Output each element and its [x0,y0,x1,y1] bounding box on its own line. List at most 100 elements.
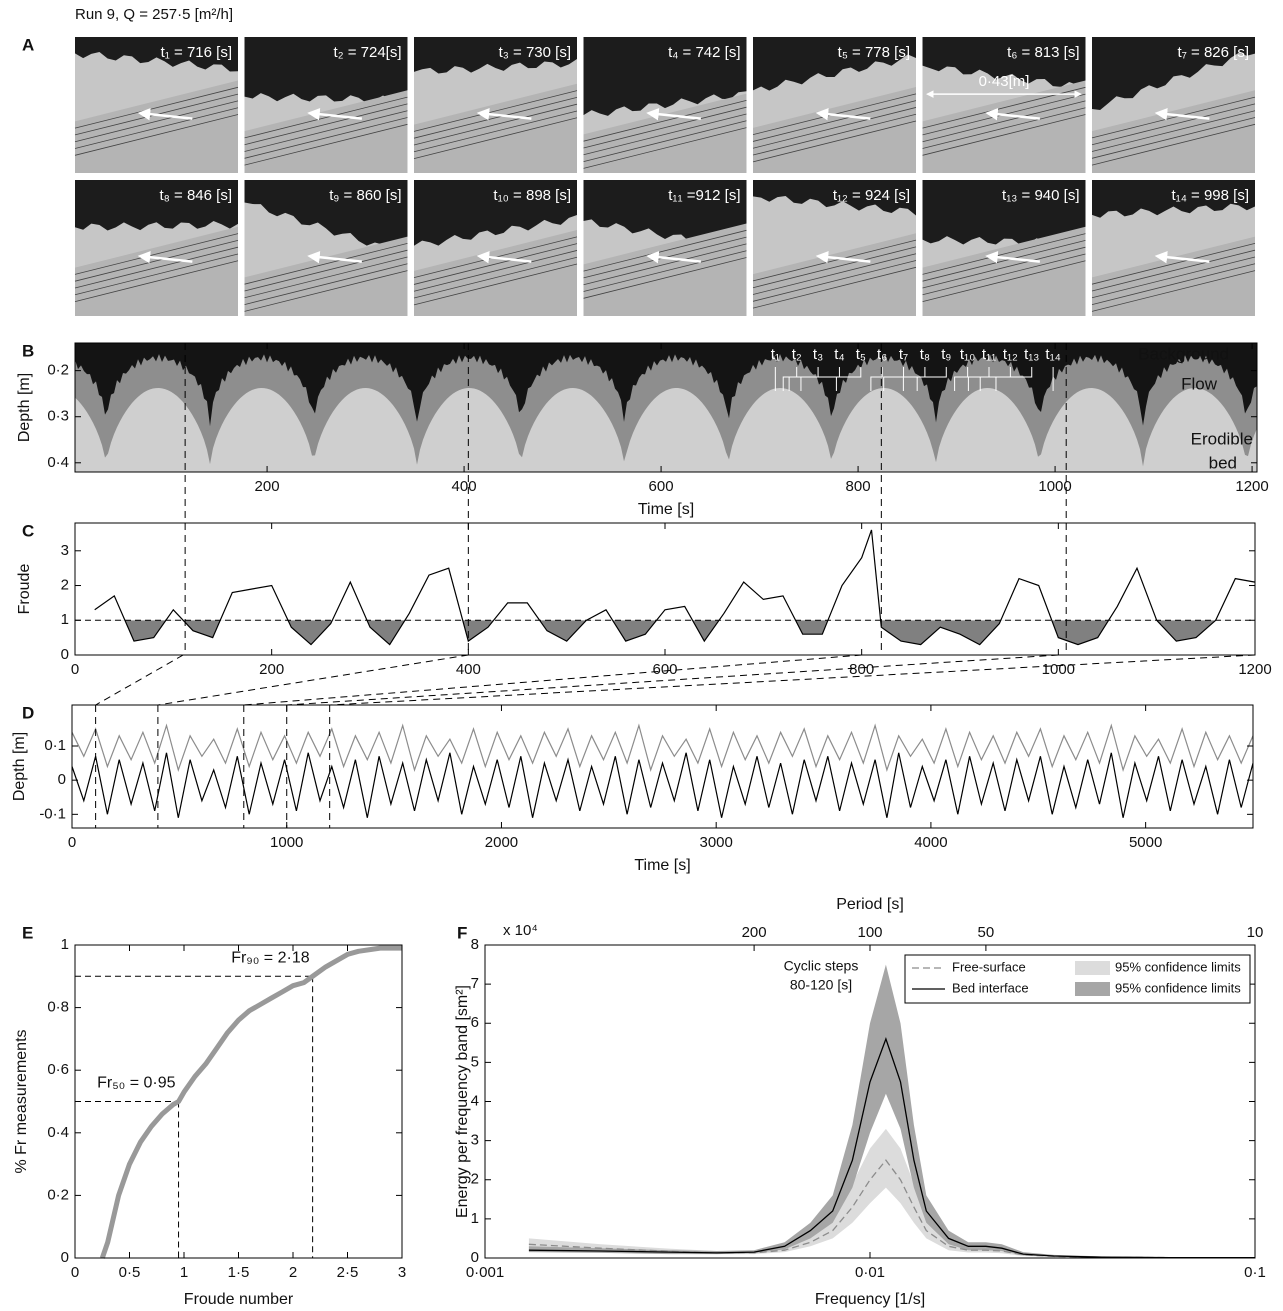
bed-lamina [413,110,578,153]
zoom-connector [286,654,1059,706]
time-marker-label: t₁₄ [1045,346,1060,363]
photo-frame: t₄ = 742 [s] [583,37,747,173]
time-marker [954,367,969,391]
frame-label: t₁₂ = 924 [s] [833,187,910,204]
y-tick-label: 8 [471,936,479,953]
depth-line [71,723,1254,772]
y-axis-label: Froude [16,564,33,615]
photo-frame: t₁₀ = 898 [s] [413,180,578,316]
x-axis-label: Time [s] [634,857,690,874]
bed-lamina [74,246,239,289]
region-label: Flow [1181,374,1218,393]
bed-region [244,90,408,173]
bed-lamina [922,233,1086,275]
frame-label: t₂ = 724[s] [334,44,402,61]
subcritical-fill [124,620,1216,645]
bed-lamina [1091,249,1256,292]
time-marker [902,367,926,391]
bed-lamina [74,107,239,149]
x-tick-label: 400 [452,478,477,495]
figure-title: Run 9, Q = 257·5 [m²/h] [75,6,233,23]
flow-arrow [646,250,701,264]
bed-lamina [583,243,747,286]
bed-lamina [1091,103,1256,146]
frame-label: t₁₁ =912 [s] [668,187,740,204]
y-tick-label: 0·6 [47,1061,69,1078]
time-marker [835,367,862,391]
bed-lamina [752,246,917,289]
x-tick-label: 0 [71,1264,79,1281]
bed-lamina [413,103,578,146]
photo-frame: t₁₃ = 940 [s] [922,180,1086,316]
frame-label: t₈ = 846 [s] [159,187,232,204]
flow-arrow [1154,250,1210,264]
bed-lamina [413,96,578,139]
time-marker [967,367,990,391]
bed-lamina [922,114,1086,156]
peak-annotation: Cyclic steps [784,958,859,974]
bed-region [75,388,1257,472]
bed-lamina [922,246,1086,289]
bed-lamina [413,250,578,292]
confidence-band [528,1128,1255,1258]
bed-lamina [244,242,408,285]
photo-frame: t₁ = 716 [s] [74,37,239,174]
y-axis-label: % Fr measurements [13,1029,30,1173]
time-marker [916,367,947,391]
bed-lamina [1091,242,1256,285]
frame-label: t₁ = 716 [s] [161,44,232,61]
x-tick-label: 1000 [270,834,303,851]
scale-label: 0·43[m] [979,73,1030,90]
bed-lamina [244,110,408,152]
x-tick-label: 3000 [699,834,732,851]
x-tick-label: 1200 [1235,478,1268,495]
bed-lamina [74,114,239,156]
legend-label: Bed interface [952,980,1029,995]
bed-region [414,83,577,173]
bed-lamina [244,263,408,305]
y-tick-label: 0 [61,1249,69,1266]
bed-lamina [752,239,917,282]
flow-arrow [137,107,193,121]
time-marker-label: t₁₃ [1024,346,1039,363]
time-marker-label: t₁ [771,346,780,363]
y-tick-label: 0 [58,771,66,788]
bed-lamina [413,117,578,159]
y-axis-label: Energy per frequency band [sm²] [454,985,471,1218]
bed-region [922,80,1086,173]
time-marker [870,367,883,391]
bed-region [75,80,238,173]
bed-region [1092,90,1255,173]
x2-tick-label: 100 [857,924,882,941]
flow-arrow [307,107,362,121]
time-marker-label: t₉ [941,346,951,363]
bed-lamina [1091,263,1256,305]
y-tick-label: 2 [471,1171,479,1188]
time-marker-label: t₅ [856,346,866,363]
bed-lamina [244,249,408,292]
x-tick-label: 5000 [1129,834,1162,851]
frame-label: t₃ = 730 [s] [499,44,571,61]
x-tick-label: 0 [71,661,79,678]
frame-label: t₁₃ = 940 [s] [1002,187,1079,204]
bed-lamina [74,253,239,296]
y-tick-label: 0 [471,1249,479,1266]
y-tick-label: 1 [61,611,69,628]
flow-arrow [985,250,1040,264]
bed-lamina [74,100,239,143]
time-marker-label: t₁₁ [982,346,996,363]
flow-arrow [476,250,532,264]
photo-frame: t₂ = 724[s] [244,37,408,173]
legend-swatch [1075,961,1110,975]
bed-lamina [583,250,747,292]
legend-label: 95% confidence limits [1115,959,1241,974]
panel-label: C [22,521,34,540]
time-marker-label: t₂ [792,346,802,363]
photo-frame: t₁₄ = 998 [s] [1091,180,1256,316]
x-axis-label: Time [s] [638,501,694,518]
time-marker [979,367,1011,391]
bed-lamina [244,256,408,299]
bed-region [922,226,1086,316]
time-marker-label: t₃ [813,346,823,363]
